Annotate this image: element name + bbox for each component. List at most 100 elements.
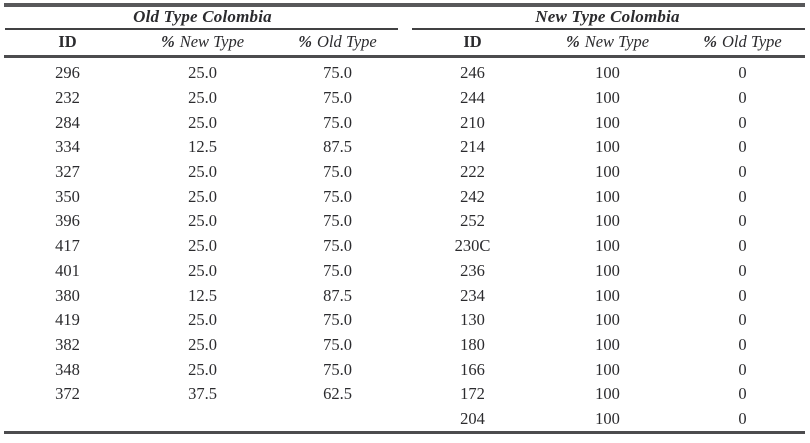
new-type-cell: 37.5 [188, 384, 217, 404]
old-type-cell: 0 [738, 384, 747, 404]
new-type-cell: 100 [595, 285, 620, 305]
table-row: 401 25.0 75.0 [0, 259, 405, 284]
new-type-cell: 100 [595, 236, 620, 256]
table-row: 166 100 0 [405, 358, 810, 383]
old-type-cell: 0 [738, 211, 747, 231]
old-type-cell: 0 [738, 409, 747, 429]
table-row: 230C 100 0 [405, 234, 810, 259]
column-header-id: ID [58, 32, 77, 52]
column-header-label: Old Type [722, 32, 782, 52]
id-cell: 214 [460, 137, 485, 157]
id-cell: 382 [55, 335, 80, 355]
id-cell: 417 [55, 236, 80, 256]
new-type-cell: 25.0 [188, 87, 217, 107]
table-row: 327 25.0 75.0 [0, 160, 405, 185]
column-header-old-type: % Old Type [270, 34, 405, 51]
percent-sign: % [565, 32, 580, 52]
column-header-id: ID [463, 32, 482, 52]
column-header-rule [4, 55, 805, 58]
old-type-cell: 75.0 [323, 63, 352, 83]
id-cell: 204 [460, 409, 485, 429]
id-cell: 380 [55, 285, 80, 305]
new-type-cell: 100 [595, 211, 620, 231]
id-cell: 236 [460, 260, 485, 280]
new-type-cell: 100 [595, 137, 620, 157]
table-row: 372 37.5 62.5 [0, 382, 405, 407]
table-row: 204 100 0 [405, 407, 810, 432]
old-type-cell: 0 [738, 310, 747, 330]
column-header-label: New Type [179, 32, 245, 52]
column-header-row: ID % New Type % Old Type [405, 30, 810, 55]
new-type-cell: 25.0 [188, 359, 217, 379]
old-type-cell: 75.0 [323, 186, 352, 206]
id-cell: 180 [460, 335, 485, 355]
section-old-type-colombia: Old Type Colombia ID % New Type % Old Type… [0, 7, 405, 432]
table-row: 172 100 0 [405, 382, 810, 407]
old-type-cell: 0 [738, 335, 747, 355]
column-header-row: ID % New Type % Old Type [0, 30, 405, 55]
new-type-cell: 100 [595, 359, 620, 379]
column-header-new-type: % New Type [135, 34, 270, 51]
id-cell: 130 [460, 310, 485, 330]
id-cell: 334 [55, 137, 80, 157]
table-row: 382 25.0 75.0 [0, 333, 405, 358]
old-type-cell: 75.0 [323, 87, 352, 107]
old-type-cell: 0 [738, 260, 747, 280]
new-type-cell: 100 [595, 87, 620, 107]
new-type-cell: 100 [595, 161, 620, 181]
id-cell: 350 [55, 186, 80, 206]
new-type-cell: 25.0 [188, 310, 217, 330]
new-type-cell: 100 [595, 186, 620, 206]
old-type-cell: 62.5 [323, 384, 352, 404]
old-type-cell: 75.0 [323, 260, 352, 280]
old-type-cell: 0 [738, 87, 747, 107]
new-type-cell: 100 [595, 335, 620, 355]
old-type-cell: 75.0 [323, 335, 352, 355]
old-type-cell: 75.0 [323, 236, 352, 256]
id-cell: 296 [55, 63, 80, 83]
table-row: 348 25.0 75.0 [0, 358, 405, 383]
column-header-label: Old Type [317, 32, 377, 52]
new-type-cell: 25.0 [188, 186, 217, 206]
section-new-type-colombia: New Type Colombia ID % New Type % Old Type… [405, 7, 810, 432]
id-cell: 166 [460, 359, 485, 379]
id-cell: 372 [55, 384, 80, 404]
table-row: 350 25.0 75.0 [0, 185, 405, 210]
table-row: 232 25.0 75.0 [0, 86, 405, 111]
new-type-cell: 100 [595, 260, 620, 280]
table-row: 180 100 0 [405, 333, 810, 358]
table-row: 130 100 0 [405, 308, 810, 333]
id-cell: 222 [460, 161, 485, 181]
new-type-cell: 100 [595, 409, 620, 429]
old-type-cell: 0 [738, 63, 747, 83]
table-row: 252 100 0 [405, 209, 810, 234]
table-body: Old Type Colombia ID % New Type % Old Type… [0, 7, 810, 432]
id-cell: 232 [55, 87, 80, 107]
new-type-cell: 25.0 [188, 112, 217, 132]
id-cell: 396 [55, 211, 80, 231]
table-row: 236 100 0 [405, 259, 810, 284]
old-type-cell: 75.0 [323, 310, 352, 330]
table-row: 419 25.0 75.0 [0, 308, 405, 333]
section-rows: 296 25.0 75.0 232 25.0 75.0 284 25.0 75.0 334 12.5… [0, 61, 405, 407]
old-type-cell: 87.5 [323, 137, 352, 157]
column-header-label: New Type [584, 32, 650, 52]
id-cell: 327 [55, 161, 80, 181]
id-cell: 172 [460, 384, 485, 404]
table-row: 380 12.5 87.5 [0, 283, 405, 308]
section-title-rule [5, 28, 398, 30]
table-row: 296 25.0 75.0 [0, 61, 405, 86]
new-type-cell: 12.5 [188, 137, 217, 157]
table-row: 214 100 0 [405, 135, 810, 160]
id-cell: 348 [55, 359, 80, 379]
new-type-cell: 25.0 [188, 161, 217, 181]
old-type-cell: 87.5 [323, 285, 352, 305]
new-type-cell: 100 [595, 112, 620, 132]
percent-sign: % [160, 32, 175, 52]
new-type-cell: 12.5 [188, 285, 217, 305]
new-type-cell: 25.0 [188, 260, 217, 280]
percent-sign: % [703, 32, 717, 52]
old-type-cell: 75.0 [323, 112, 352, 132]
id-cell: 230C [454, 236, 491, 256]
id-cell: 246 [460, 63, 485, 83]
